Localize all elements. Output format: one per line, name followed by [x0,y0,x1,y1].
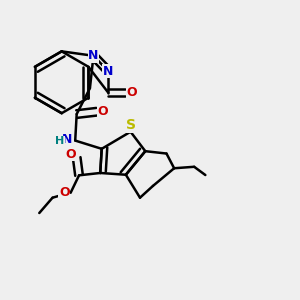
Text: N: N [103,64,113,78]
Text: O: O [59,187,70,200]
Text: O: O [98,105,109,118]
Text: O: O [126,86,137,99]
Text: S: S [127,118,136,132]
Text: H: H [55,136,64,146]
Text: O: O [65,148,76,160]
Text: N: N [62,134,73,146]
Text: N: N [88,49,99,62]
